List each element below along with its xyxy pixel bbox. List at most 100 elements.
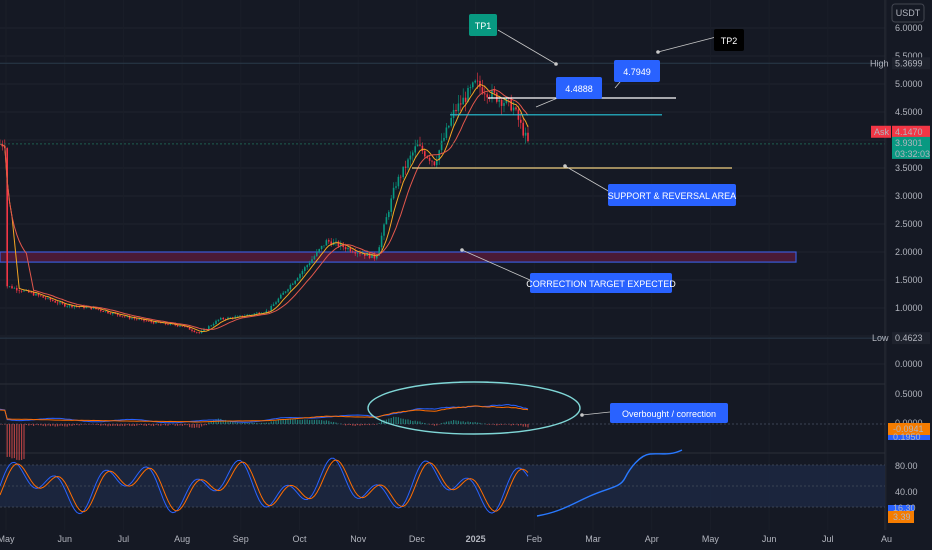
stoch-last-tag: 3.39 (888, 511, 914, 523)
macd-histogram-bar (100, 424, 102, 426)
candle-body (361, 253, 364, 255)
macd-histogram-bar (35, 424, 37, 425)
candle-body (496, 92, 498, 102)
macd-histogram-bar (205, 424, 207, 426)
candle-body (224, 319, 227, 320)
macd-histogram-bar (114, 424, 116, 426)
macd-histogram-bar (107, 424, 109, 427)
macd-histogram-bar (424, 423, 426, 424)
macd-histogram-bar (13, 424, 15, 459)
x-tick-1: Jun (57, 534, 72, 544)
candle-body (97, 309, 100, 310)
macd-histogram-bar (493, 424, 495, 425)
correction-label[interactable]: CORRECTION TARGET EXPECTED (526, 273, 676, 293)
candle-body (64, 303, 66, 307)
x-tick-6: Nov (350, 534, 367, 544)
macd-histogram-bar (268, 422, 270, 424)
macd-histogram-bar (33, 424, 35, 426)
overbought-label[interactable]: Overbought / correction (610, 403, 728, 423)
time-axis[interactable]: May Jun Jul Aug Sep Oct Nov Dec 2025 Feb Mar Apr May… (0, 534, 892, 544)
candle-body (145, 320, 148, 322)
macd-histogram-bar (73, 424, 75, 426)
macd-histogram-bar (525, 424, 527, 427)
macd-histogram-bar (196, 424, 198, 428)
macd-histogram-bar (460, 421, 462, 424)
candle-body (296, 278, 299, 281)
macd-histogram-bar (222, 419, 224, 424)
candle-body (16, 287, 18, 291)
macd-histogram-bar (208, 422, 210, 424)
candle-body (143, 319, 145, 321)
macd-histogram-bar (59, 424, 61, 426)
candle-body (280, 294, 282, 299)
candle-body (11, 286, 13, 289)
candle-body (176, 325, 179, 327)
macd-histogram-bar (126, 424, 128, 426)
macd-histogram-bar (18, 424, 20, 461)
macd-histogram-bar (40, 424, 42, 426)
svg-text:4.1470: 4.1470 (895, 127, 923, 137)
macd-histogram-bar (138, 424, 140, 426)
y-tick-6: 3.0000 (895, 191, 923, 201)
macd-histogram-bar (9, 424, 11, 457)
candle-body (13, 287, 16, 289)
macd-histogram-bar (112, 424, 114, 426)
support-label[interactable]: SUPPORT & REVERSAL AREA (608, 184, 736, 206)
svg-text:TP2: TP2 (721, 36, 738, 46)
candle-body (397, 176, 400, 187)
candle-body (107, 311, 109, 314)
macd-histogram-bar (54, 424, 56, 427)
tp1-label[interactable]: TP1 (469, 14, 497, 36)
target-lower-label[interactable]: 4.4888 (556, 77, 602, 99)
macd-histogram-bar (323, 420, 325, 424)
candle-body (121, 316, 124, 318)
candle-body (6, 148, 8, 287)
macd-histogram-bar (431, 424, 433, 425)
candle-body (90, 306, 92, 309)
candle-body (356, 253, 359, 254)
candle-body (400, 176, 402, 178)
grid-lines (0, 0, 887, 530)
candle-body (196, 332, 198, 333)
macd-histogram-bar (45, 424, 47, 427)
candle-body (227, 317, 229, 320)
candle-body (460, 103, 462, 105)
macd-histogram-bar (71, 424, 73, 426)
macd-histogram-bar (335, 422, 337, 424)
candle-body (210, 325, 212, 327)
macd-histogram-bar (16, 424, 18, 460)
macd-histogram-bar (265, 422, 267, 424)
candle-body (119, 315, 121, 317)
macd-histogram-bar (409, 420, 411, 424)
candle-body (169, 323, 172, 325)
macd-histogram-bar (179, 424, 181, 426)
macd-histogram-bar (414, 420, 416, 424)
tp2-label[interactable]: TP2 (714, 29, 744, 51)
candle-body (349, 247, 352, 252)
macd-histogram-bar (352, 424, 354, 426)
macd-histogram-bar (203, 424, 205, 426)
macd-histogram-bar (225, 419, 227, 424)
macd-histogram-bar (177, 424, 179, 426)
macd-histogram-bar (133, 424, 135, 426)
macd-histogram-bar (117, 424, 119, 427)
candle-body (325, 240, 328, 246)
candle-body (54, 301, 56, 303)
macd-histogram-bar (241, 423, 243, 424)
macd-histogram-bar (477, 422, 479, 424)
macd-histogram-bar (489, 424, 491, 425)
x-tick-9: Feb (527, 534, 543, 544)
macd-histogram-bar (467, 421, 469, 424)
macd-histogram-bar (181, 424, 183, 426)
candle-body (304, 267, 306, 272)
currency-button[interactable]: USDT (891, 3, 925, 23)
macd-histogram-bar (309, 420, 311, 424)
macd-histogram-bar (90, 424, 92, 425)
candle-body (59, 302, 61, 304)
y-tick-10: 5.0000 (895, 79, 923, 89)
macd-histogram-bar (513, 424, 515, 426)
macd-histogram-bar (359, 424, 361, 426)
target-upper-label[interactable]: 4.7949 (614, 60, 660, 82)
svg-text:SUPPORT & REVERSAL AREA: SUPPORT & REVERSAL AREA (608, 191, 736, 201)
